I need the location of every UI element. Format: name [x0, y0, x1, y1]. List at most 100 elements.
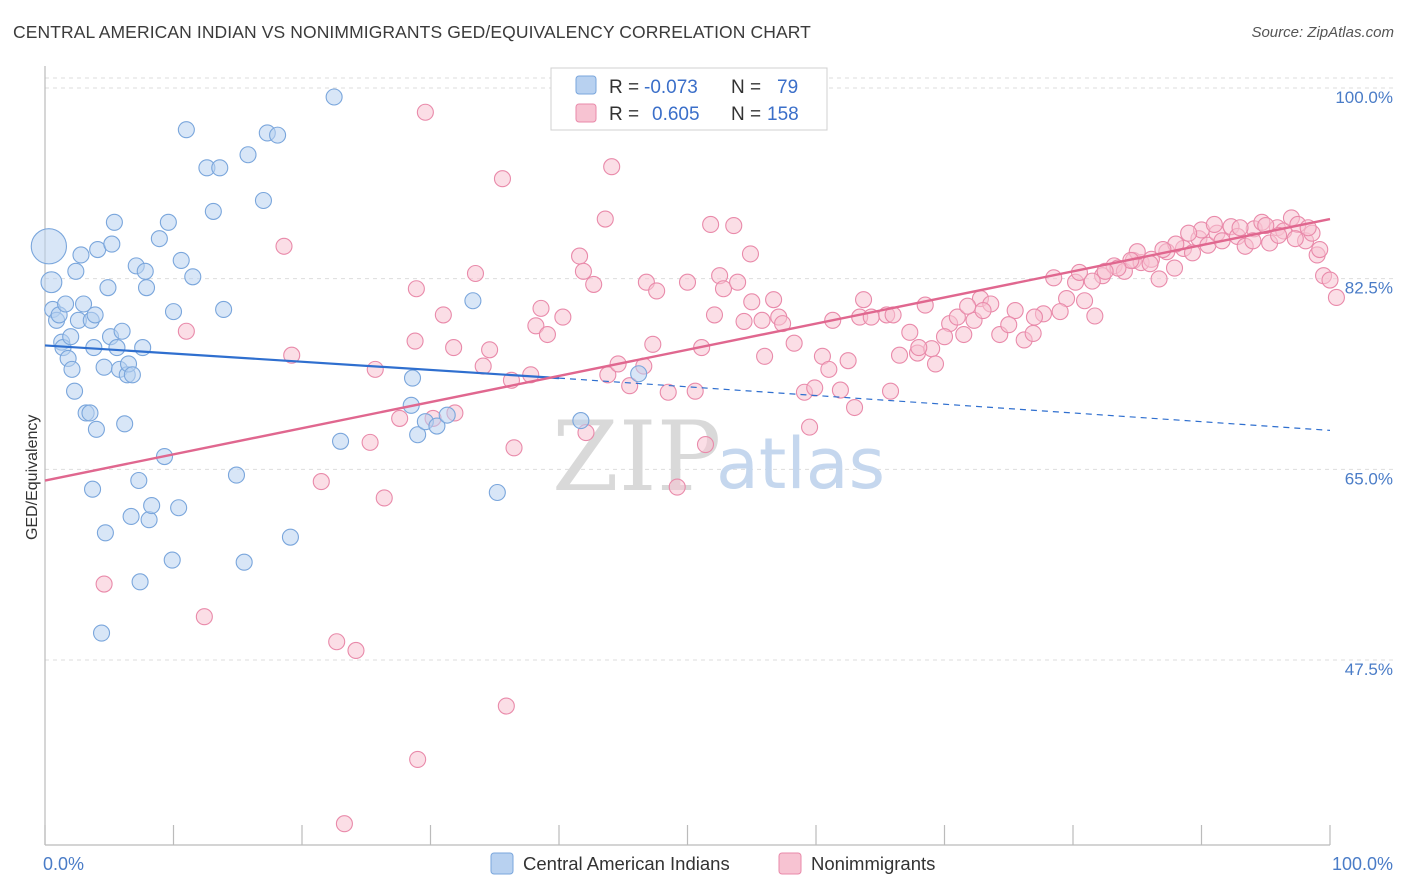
- nonimmigrants-point: [890, 346, 909, 364]
- nonimmigrants-point: [195, 608, 213, 626]
- nonimmigrants-point: [1150, 270, 1168, 288]
- chart-title: CENTRAL AMERICAN INDIAN VS NONIMMIGRANTS…: [13, 22, 811, 42]
- central-american-indians-point: [464, 292, 482, 310]
- legend-n-label-2: N =: [731, 104, 761, 125]
- legend-swatch-blue: [575, 75, 597, 95]
- nonimmigrants-point: [527, 317, 545, 335]
- nonimmigrants-point: [1257, 217, 1275, 235]
- y-tick-label: 47.5%: [1345, 660, 1393, 679]
- nonimmigrants-point: [935, 328, 954, 346]
- central-american-indians-point: [331, 432, 350, 450]
- nonimmigrants-point: [1096, 262, 1114, 280]
- nonimmigrants-point: [686, 382, 704, 400]
- nonimmigrants-point: [753, 311, 771, 329]
- nonimmigrants-point: [445, 339, 463, 357]
- gridlines: [45, 77, 1393, 661]
- nonimmigrants-point: [328, 633, 346, 651]
- nonimmigrants-point: [729, 273, 747, 291]
- y-axis-label: GED/Equivalency: [24, 415, 41, 540]
- nonimmigrants-point: [735, 312, 753, 330]
- nonimmigrants-point: [831, 381, 849, 399]
- nonimmigrants-point: [366, 360, 384, 378]
- nonimmigrants-point: [621, 377, 639, 395]
- nonimmigrants-point: [335, 815, 353, 833]
- central-american-indians-point: [184, 268, 202, 286]
- nonimmigrants-point: [391, 409, 409, 427]
- central-american-indians-point: [95, 358, 113, 376]
- nonimmigrants-point: [596, 210, 614, 228]
- nonimmigrants-point: [845, 398, 864, 417]
- nonimmigrants-point: [481, 341, 499, 359]
- nonimmigrants-point: [948, 308, 966, 326]
- series-legend: Central American Indians Nonimmigrants: [490, 852, 935, 875]
- nonimmigrants-point: [765, 291, 783, 309]
- nonimmigrants-point: [741, 245, 760, 263]
- nonimmigrants-point: [881, 382, 900, 400]
- trend-line-blue-extension: [558, 377, 1331, 431]
- nonimmigrants-point: [1025, 308, 1043, 326]
- nonimmigrants-point: [585, 275, 603, 293]
- nonimmigrants-point: [95, 575, 113, 593]
- central-american-indians-point: [116, 415, 134, 433]
- chart-source: Source: ZipAtlas.com: [1251, 24, 1394, 41]
- central-american-indians-point: [136, 262, 154, 280]
- nonimmigrants-point: [1165, 259, 1184, 277]
- central-american-indians-point: [57, 295, 75, 313]
- nonimmigrants-point: [756, 347, 774, 365]
- central-american-indians-point: [177, 121, 195, 139]
- central-american-indians-point: [164, 303, 183, 321]
- nonimmigrants-point: [406, 332, 424, 350]
- nonimmigrants-point: [1321, 271, 1339, 289]
- nonimmigrants-point: [312, 473, 330, 491]
- nonimmigrants-point: [1006, 301, 1024, 320]
- central-american-indians-point: [204, 202, 222, 220]
- central-american-indians-point: [75, 295, 93, 313]
- central-american-indians-point: [211, 159, 229, 177]
- central-american-indians-point: [428, 417, 446, 435]
- nonimmigrants-point: [668, 478, 686, 496]
- central-american-indians-point: [438, 406, 456, 424]
- nonimmigrants-point: [283, 346, 301, 364]
- central-american-indians-point: [172, 251, 190, 269]
- central-american-indians-point: [572, 412, 590, 430]
- legend-swatch-pink: [575, 103, 597, 123]
- legend-r-label-1: R =: [609, 77, 639, 98]
- nonimmigrants-point: [901, 323, 919, 341]
- central-american-indians-point: [134, 339, 152, 357]
- central-american-indians-points: [30, 88, 648, 642]
- nonimmigrants-point: [474, 357, 492, 375]
- nonimmigrants-point: [1051, 303, 1069, 321]
- central-american-indians-point: [67, 262, 85, 280]
- legend-r-value-2: 0.605: [652, 104, 700, 125]
- central-american-indians-point: [113, 322, 131, 340]
- central-american-indians-point: [105, 213, 123, 231]
- legend-r-value-1: -0.073: [644, 77, 698, 98]
- watermark-atlas: atlas: [716, 423, 885, 505]
- nonimmigrants-point: [678, 273, 697, 291]
- nonimmigrants-point: [434, 306, 452, 324]
- nonimmigrants-point: [1244, 232, 1262, 250]
- central-american-indians-point: [215, 300, 233, 319]
- nonimmigrants-point: [532, 299, 550, 317]
- watermark: ZIP atlas: [552, 401, 885, 513]
- nonimmigrants-point: [407, 280, 425, 298]
- nonimmigrants-point: [554, 308, 572, 326]
- nonimmigrants-point: [1327, 288, 1345, 307]
- nonimmigrants-point: [705, 306, 724, 324]
- central-american-indians-point: [239, 146, 257, 164]
- nonimmigrants-point: [1180, 224, 1198, 242]
- nonimmigrants-point: [1141, 255, 1159, 273]
- central-american-indians-point: [96, 524, 114, 542]
- central-american-indians-point: [235, 553, 253, 571]
- central-american-indians-point: [92, 624, 111, 642]
- central-american-indians-point: [72, 246, 90, 264]
- central-american-indians-point: [269, 126, 287, 144]
- y-tick-labels: 100.0% 82.5% 65.0% 47.5%: [1335, 88, 1393, 679]
- central-american-indians-point: [131, 573, 149, 591]
- nonimmigrants-point: [1070, 263, 1088, 281]
- central-american-indians-point: [143, 497, 161, 515]
- central-american-indians-point: [630, 365, 648, 383]
- nonimmigrants-point: [743, 293, 761, 311]
- legend-n-value-1: 79: [777, 77, 798, 98]
- central-american-indians-point: [325, 88, 343, 106]
